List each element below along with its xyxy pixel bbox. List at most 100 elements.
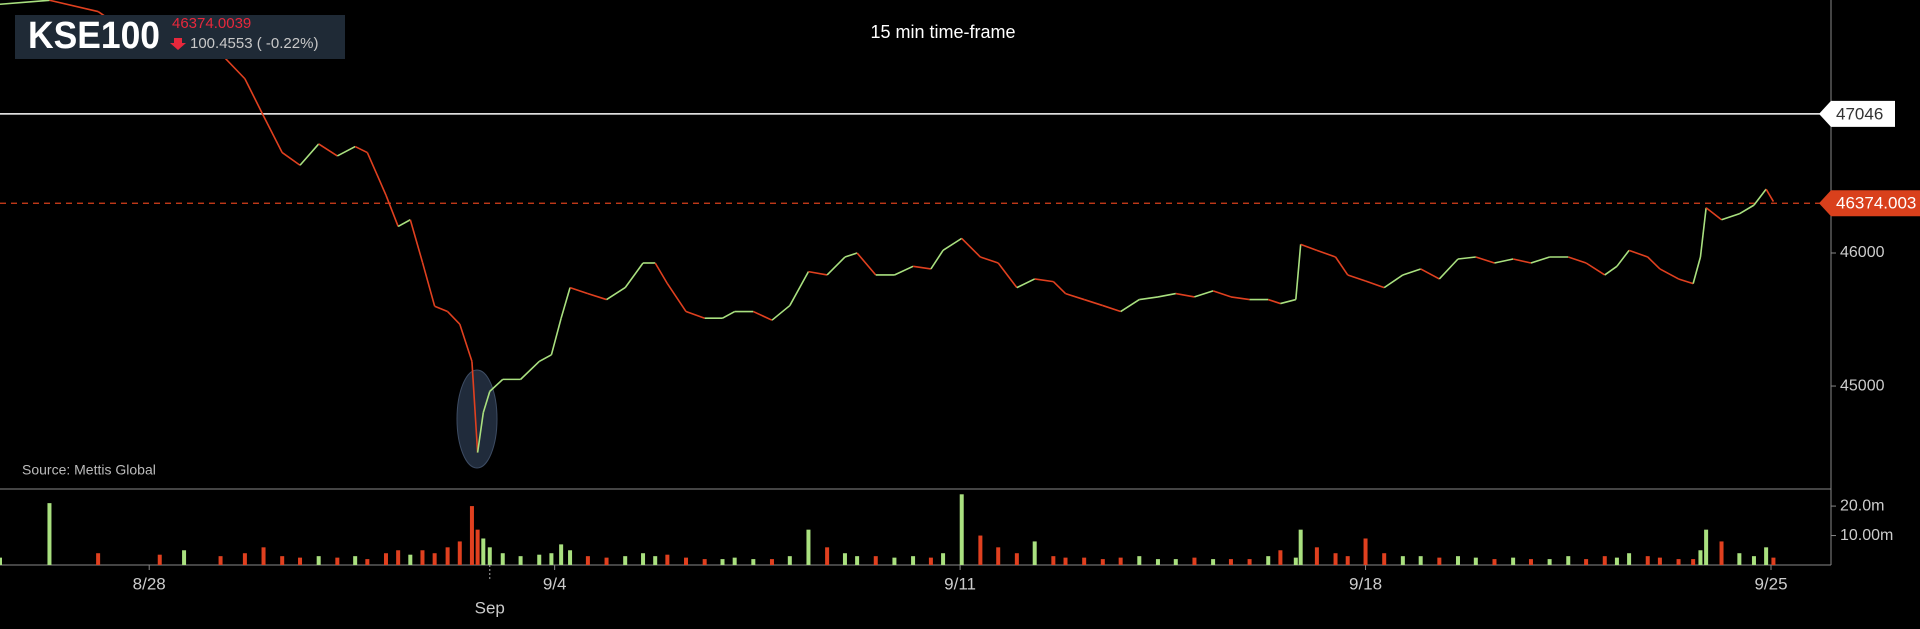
volume-bar <box>873 556 878 565</box>
price-segment <box>1705 207 1723 221</box>
change-text: 100.4553 ( -0.22%) <box>190 35 318 52</box>
volume-bar <box>1333 553 1338 565</box>
volume-bar <box>365 559 370 565</box>
price-segment <box>1420 268 1440 280</box>
price-segment <box>771 304 791 321</box>
volume-bar <box>1032 541 1037 565</box>
x-tick-label: 9/25 <box>1754 574 1787 593</box>
volume-bar <box>1473 557 1478 565</box>
volume-bar <box>420 550 425 565</box>
volume-bar <box>1547 559 1552 565</box>
volume-bar <box>604 557 609 565</box>
price-segment <box>244 78 265 117</box>
month-tick-label: Sep <box>475 598 505 617</box>
price-segment <box>789 271 810 306</box>
volume-bar <box>298 557 303 565</box>
volume-bar <box>732 557 737 565</box>
volume-bar <box>665 554 670 565</box>
price-segment <box>1604 265 1618 276</box>
y-tick-label: 46000 <box>1840 244 1885 261</box>
price-segment <box>1157 292 1176 298</box>
volume-bar <box>1363 538 1368 565</box>
price-segment <box>722 310 736 319</box>
volume-bar <box>0 557 2 565</box>
reference-label: 46374.003 <box>1836 194 1916 213</box>
volume-bar <box>1437 557 1442 565</box>
price-segment <box>1585 262 1606 276</box>
price-segment <box>826 256 846 276</box>
header-box <box>15 15 345 59</box>
volume-bar <box>641 553 646 565</box>
volume-tick-label: 20.0m <box>1840 497 1884 514</box>
price-segment <box>447 310 461 325</box>
price-segment <box>1699 207 1707 258</box>
volume-bar <box>892 557 897 565</box>
price-segment <box>1475 256 1495 264</box>
chart-title: 15 min time-frame <box>870 22 1015 42</box>
price-segment <box>299 143 320 166</box>
price-segment <box>1175 292 1195 298</box>
price-segment <box>1230 296 1250 301</box>
price-segment <box>1616 249 1630 267</box>
price-segment <box>471 361 479 453</box>
price-segment <box>49 0 99 13</box>
volume-bar <box>1293 557 1298 565</box>
volume-bar <box>445 547 450 565</box>
volume-bar <box>806 529 811 565</box>
price-segment <box>1065 292 1085 301</box>
x-tick-label: 9/18 <box>1349 574 1382 593</box>
volume-bar <box>1082 557 1087 565</box>
volume-bar <box>1100 559 1105 565</box>
x-tick-label: 8/28 <box>133 574 166 593</box>
price-segment <box>1316 249 1336 258</box>
price-segment <box>560 287 571 319</box>
price-segment <box>366 152 387 196</box>
price-segment <box>409 219 424 263</box>
volume-bar <box>1751 556 1756 565</box>
price-segment <box>1280 298 1297 305</box>
volume-bar <box>457 541 462 565</box>
price-segment <box>685 310 705 319</box>
price-segment <box>1295 244 1302 300</box>
volume-bar <box>1266 556 1271 565</box>
source-note: Source: Mettis Global <box>22 462 156 478</box>
volume-bar <box>396 550 401 565</box>
volume-bar <box>1247 559 1252 565</box>
change: 100.4553 <box>190 35 253 52</box>
volume-bar <box>261 547 266 565</box>
price-segment <box>1494 258 1514 264</box>
volume-bar <box>928 557 933 565</box>
volume-bar <box>1691 559 1696 565</box>
volume-bar <box>383 553 388 565</box>
price-segment <box>1083 298 1104 307</box>
volume-bar <box>353 556 358 565</box>
volume-bar <box>242 553 247 565</box>
price-segment <box>385 194 399 227</box>
volume-bar <box>549 553 554 565</box>
volume-bar <box>1764 547 1769 565</box>
price-segment <box>1402 268 1421 276</box>
volume-bar <box>1278 550 1283 565</box>
volume-bar <box>559 544 564 565</box>
price-segment <box>666 283 687 312</box>
plot-area: 45000 46000 10.00m 20.0m 8/28 9/4 9/11 9/18 9/25… <box>0 0 1893 617</box>
price-segment <box>587 292 607 301</box>
volume-bar <box>941 553 946 565</box>
volume-bar <box>623 556 628 565</box>
price-segment <box>459 323 473 362</box>
reference-label-box <box>1819 100 1895 127</box>
volume-bar <box>1771 557 1776 565</box>
volume-bar <box>653 556 658 565</box>
price-segment <box>489 378 504 392</box>
price-segment <box>856 252 877 276</box>
volume-bar <box>1400 556 1405 565</box>
price-segment <box>1334 256 1349 276</box>
price-segment <box>1365 280 1385 289</box>
price-segment <box>262 115 283 153</box>
volume-bar <box>1014 553 1019 565</box>
price-segment <box>476 412 485 453</box>
volume-bar <box>316 556 321 565</box>
volume-bar <box>1211 559 1216 565</box>
price-segment <box>1628 249 1649 258</box>
